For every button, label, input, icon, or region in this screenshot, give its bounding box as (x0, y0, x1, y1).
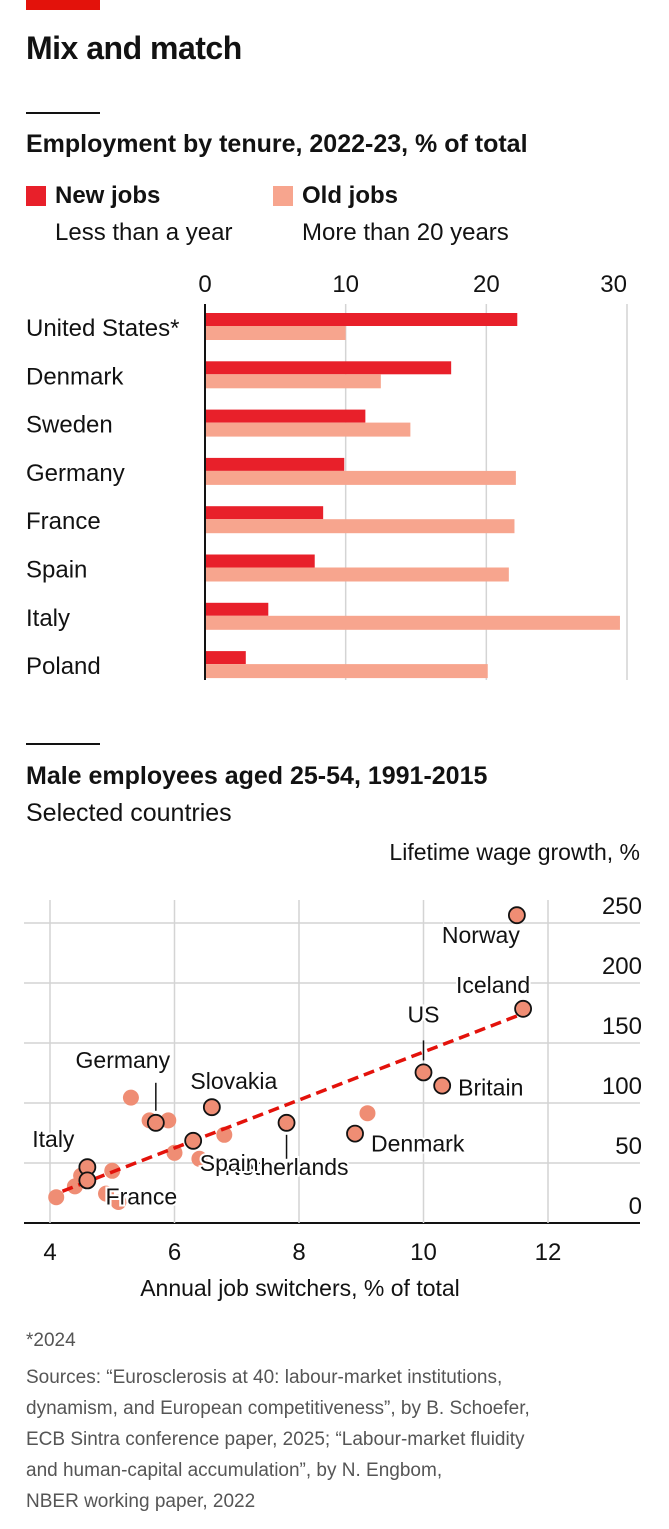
x-axis-label: Annual job switchers, % of total (140, 1275, 460, 1301)
section-rule-2 (26, 743, 100, 745)
bar-old-jobs (205, 326, 346, 340)
legend-swatch-old-jobs (273, 186, 293, 206)
x-tick-label: 4 (43, 1239, 56, 1266)
bar-old-jobs (205, 519, 515, 534)
scatter-point (110, 1194, 127, 1210)
labelled-point (433, 1076, 452, 1095)
scatter-point (122, 1089, 139, 1106)
point-label: Norway (442, 922, 520, 948)
y-tick-label: 250 (602, 893, 642, 920)
category-label: Spain (26, 557, 87, 584)
legend-label-old-jobs: Old jobs (302, 182, 398, 209)
bar-new-jobs (205, 602, 269, 616)
section-rule (26, 112, 100, 114)
scatter-chart-title: Male employees aged 25-54, 1991-2015 (26, 762, 488, 790)
labelled-point (202, 1098, 221, 1117)
bar-old-jobs (205, 664, 488, 679)
footnote: *2024 (26, 1330, 76, 1351)
point-label: Britain (458, 1075, 523, 1101)
labelled-point (184, 1131, 203, 1150)
x-tick-label: 12 (535, 1239, 562, 1266)
point-label: Netherlands (225, 1154, 349, 1180)
bar-new-jobs (205, 554, 315, 568)
category-label: Germany (26, 460, 125, 487)
source-line: Sources: “Eurosclerosis at 40: labour-ma… (26, 1367, 503, 1388)
scatter-point (216, 1126, 233, 1143)
category-label: Denmark (26, 363, 124, 390)
labelled-point (277, 1113, 296, 1132)
bar-old-jobs (205, 567, 509, 582)
category-label: Poland (26, 653, 101, 680)
scatter-point (359, 1105, 376, 1122)
point-label: Denmark (371, 1131, 465, 1157)
bar-new-jobs (205, 313, 518, 326)
labelled-point (507, 906, 526, 925)
scatter-point (48, 1189, 65, 1206)
legend-sub-old-jobs: More than 20 years (302, 219, 509, 246)
bar-chart: 0 10 20 30 United States* Denmark Sweden German… (26, 271, 628, 680)
headline: Mix and match (26, 30, 242, 66)
labelled-point (78, 1171, 97, 1190)
point-label: France (106, 1183, 178, 1209)
bar-new-jobs (205, 506, 324, 520)
labelled-point (146, 1113, 165, 1132)
bar-new-jobs (205, 409, 366, 423)
category-label: United States* (26, 315, 179, 342)
source-line: ECB Sintra conference paper, 2025; “Labo… (26, 1429, 525, 1450)
legend-swatch-new-jobs (26, 186, 46, 206)
category-label: France (26, 508, 101, 535)
x-tick-label: 30 (600, 271, 627, 298)
sources: Sources: “Eurosclerosis at 40: labour-ma… (26, 1362, 646, 1517)
bar-old-jobs (205, 422, 411, 437)
trend-line (61, 1011, 524, 1193)
category-label: Italy (26, 605, 70, 632)
x-tick-label: 10 (332, 271, 359, 298)
scatter-point (98, 1185, 115, 1202)
labelled-point (514, 999, 532, 1018)
bar-old-jobs (205, 470, 516, 485)
scatter-chart: Lifetime wage growth, % 0 50 100 150 200 250 4 6… (24, 839, 642, 1301)
point-label: Iceland (456, 972, 530, 998)
scatter-point (191, 1150, 208, 1167)
bar-old-jobs (205, 615, 620, 630)
y-tick-label: 150 (602, 1013, 642, 1040)
point-label: Slovakia (190, 1068, 277, 1094)
bar-old-jobs (205, 374, 381, 389)
point-label: Germany (76, 1047, 171, 1073)
y-tick-label: 100 (602, 1073, 642, 1100)
x-tick-label: 10 (410, 1239, 437, 1266)
bar-new-jobs (205, 651, 246, 665)
x-tick-label: 8 (292, 1239, 305, 1266)
scatter-point (166, 1144, 183, 1161)
x-tick-label: 0 (198, 271, 211, 298)
legend-label-new-jobs: New jobs (55, 182, 161, 209)
source-line: and human-capital accumulation”, by N. E… (26, 1460, 443, 1481)
source-line: dynamism, and European competitiveness”,… (26, 1398, 530, 1419)
bar-new-jobs (205, 457, 345, 471)
labelled-point (414, 1063, 433, 1082)
category-label: Sweden (26, 412, 113, 439)
labelled-point (346, 1124, 364, 1143)
y-tick-label: 200 (602, 953, 642, 980)
point-label: Italy (32, 1126, 75, 1152)
scatter-chart-subtitle: Selected countries (26, 799, 232, 827)
point-label: Spain (200, 1150, 259, 1176)
bar-chart-title: Employment by tenure, 2022-23, % of tota… (26, 130, 528, 158)
legend-sub-new-jobs: Less than a year (55, 219, 233, 246)
y-tick-label: 50 (615, 1133, 642, 1160)
y-tick-label: 0 (629, 1193, 642, 1220)
brand-tag (26, 0, 100, 10)
point-label: US (408, 1001, 440, 1027)
bar-new-jobs (205, 361, 452, 375)
x-tick-label: 6 (168, 1239, 181, 1266)
source-line: NBER working paper, 2022 (26, 1491, 256, 1512)
x-tick-label: 20 (473, 271, 500, 298)
y-axis-label: Lifetime wage growth, % (389, 839, 640, 865)
